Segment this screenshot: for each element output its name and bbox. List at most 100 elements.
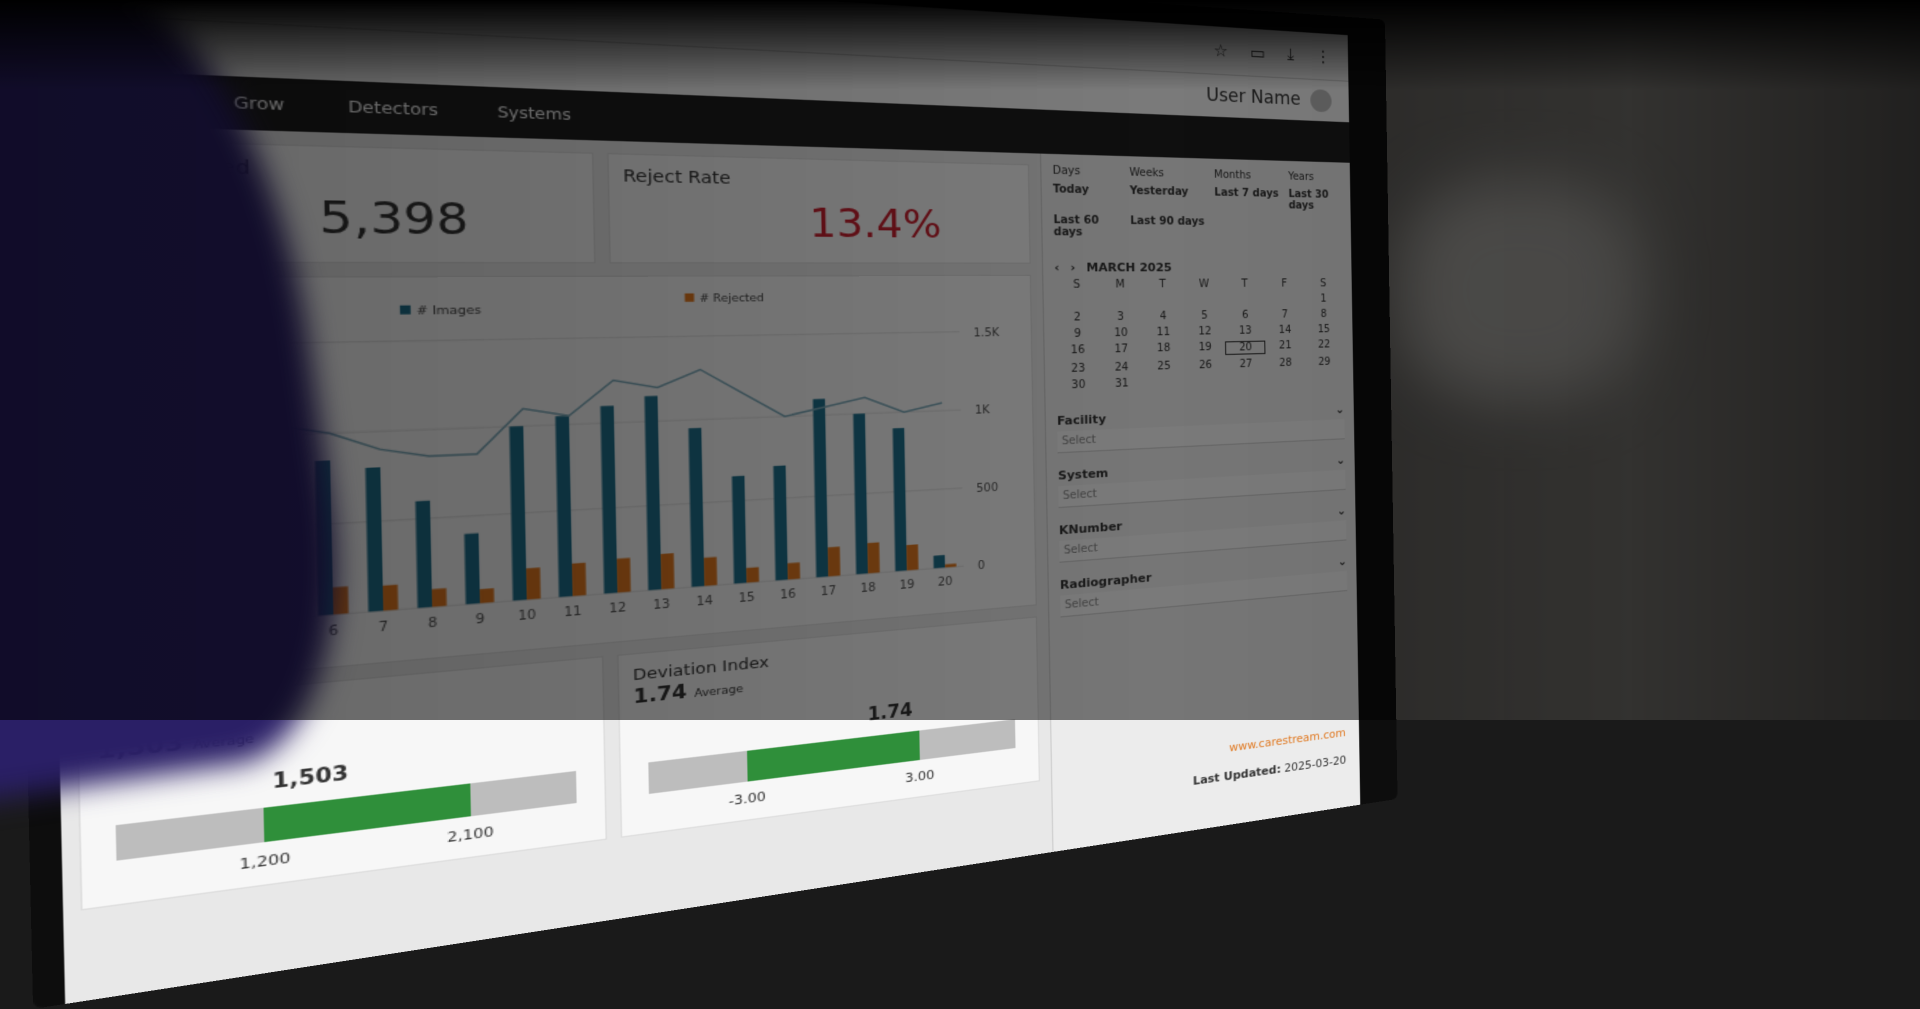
- more-vert-icon[interactable]: ⋮: [1315, 46, 1332, 67]
- bar-rejected: [526, 567, 541, 600]
- gauge-bar: [648, 719, 1016, 794]
- star-icon[interactable]: ☆: [1213, 39, 1229, 61]
- legend-rejected: # Rejected: [699, 293, 764, 305]
- quick-range[interactable]: Today: [1052, 183, 1089, 197]
- gauge-max: 3.00: [904, 767, 935, 786]
- website-link[interactable]: www.carestream.com: [1228, 725, 1346, 755]
- range-tab[interactable]: Months: [1213, 169, 1252, 182]
- calendar-day: [1142, 295, 1184, 307]
- calendar-day: [1055, 295, 1099, 307]
- calendar-day[interactable]: 28: [1279, 357, 1292, 370]
- prev-month-icon[interactable]: ‹: [1054, 260, 1060, 275]
- calendar-day[interactable]: 13: [1238, 325, 1252, 337]
- filter-radiographer[interactable]: Radiographer ⌄ Select: [1060, 554, 1348, 618]
- quick-range[interactable]: Last 90 days: [1130, 215, 1205, 229]
- calendar-day[interactable]: 31: [1114, 377, 1129, 391]
- calendar-day[interactable]: 20: [1225, 340, 1266, 355]
- bar-rejected: [787, 562, 801, 580]
- calendar-day[interactable]: 7: [1281, 309, 1289, 321]
- bar-rejected: [332, 586, 349, 615]
- calendar-day[interactable]: 22: [1317, 339, 1331, 351]
- nav-item-grow[interactable]: Grow: [233, 93, 285, 115]
- bar-rejected: [703, 556, 718, 587]
- calendar-day[interactable]: 12: [1198, 325, 1212, 338]
- calendar-day[interactable]: 24: [1114, 361, 1129, 374]
- filter-facility[interactable]: Facility ⌄ Select: [1057, 403, 1345, 454]
- calendar-day[interactable]: 4: [1159, 310, 1167, 323]
- bar-images: [812, 398, 829, 578]
- bar-images: [464, 533, 481, 605]
- nav-item-detectors[interactable]: Detectors: [347, 97, 439, 120]
- y-tick-label: 1.5K: [973, 326, 1000, 339]
- calendar-day[interactable]: 3: [1117, 311, 1125, 324]
- chevron-down-icon[interactable]: ⌄: [1337, 554, 1347, 569]
- quick-range[interactable]: Last 30 days: [1288, 188, 1329, 212]
- bar-images: [509, 426, 527, 601]
- calendar-day: [1265, 294, 1304, 306]
- quick-range[interactable]: Last 60 days: [1053, 214, 1100, 239]
- chevron-down-icon[interactable]: ⌄: [1336, 453, 1346, 468]
- gauge-min: -3.00: [728, 788, 766, 809]
- x-tick-label: 12: [609, 600, 627, 616]
- calendar-day[interactable]: 15: [1317, 323, 1331, 336]
- calendar-day[interactable]: 17: [1114, 343, 1129, 356]
- range-tab[interactable]: Weeks: [1129, 166, 1165, 180]
- card-title: Reject Rate: [622, 166, 731, 189]
- x-tick-label: 8: [428, 615, 438, 631]
- bar-rejected: [867, 542, 880, 574]
- weekday-label: S: [1319, 278, 1327, 290]
- x-tick-label: 19: [899, 578, 914, 593]
- card-value: 13.4%: [808, 200, 942, 248]
- next-month-icon[interactable]: ›: [1070, 260, 1076, 275]
- calendar-day[interactable]: 14: [1278, 324, 1292, 337]
- bar-images: [853, 413, 868, 575]
- filter-knumber[interactable]: KNumber ⌄ Select: [1059, 504, 1347, 563]
- calendar-day[interactable]: 19: [1198, 341, 1212, 354]
- calendar-day[interactable]: 18: [1156, 342, 1171, 355]
- calendar-day[interactable]: 6: [1241, 309, 1249, 322]
- download-icon[interactable]: ⤓: [1286, 44, 1295, 65]
- filter-system[interactable]: System ⌄ Select: [1058, 453, 1346, 509]
- calendar-day[interactable]: 30: [1071, 379, 1086, 392]
- last-updated-label: Last Updated:: [1192, 762, 1282, 789]
- quick-range[interactable]: Last 7 days: [1214, 187, 1279, 200]
- calendar-day[interactable]: 25: [1157, 360, 1171, 373]
- bar-images: [933, 554, 946, 569]
- extension-icon[interactable]: ▭: [1250, 42, 1266, 63]
- gauge-value: 1,503: [272, 761, 349, 794]
- deviation-index-gauge: Deviation Index 1.74 Average 1.74 -3.00 …: [617, 616, 1040, 838]
- bar-rejected: [746, 567, 760, 583]
- bar-images: [731, 475, 747, 584]
- x-tick-label: 15: [738, 590, 755, 605]
- calendar-day[interactable]: 10: [1114, 327, 1128, 340]
- quick-range[interactable]: Yesterday: [1129, 185, 1189, 199]
- x-tick-label: 20: [938, 575, 953, 589]
- gauge-min: 1,200: [239, 849, 291, 874]
- nav-item-systems[interactable]: Systems: [497, 103, 572, 124]
- calendar-day[interactable]: 26: [1198, 359, 1213, 372]
- calendar-day[interactable]: 27: [1239, 358, 1253, 371]
- bar-rejected: [571, 562, 587, 597]
- range-tab[interactable]: Years: [1287, 171, 1314, 184]
- calendar-day[interactable]: 29: [1318, 356, 1331, 369]
- bar-images: [365, 467, 384, 612]
- bar-rejected: [616, 557, 631, 593]
- range-tab[interactable]: Days: [1052, 164, 1081, 178]
- chevron-down-icon[interactable]: ⌄: [1335, 402, 1345, 417]
- avatar[interactable]: [1310, 88, 1332, 113]
- calendar-day[interactable]: 9: [1073, 328, 1082, 341]
- calendar-day[interactable]: 11: [1156, 326, 1171, 339]
- calendar-day[interactable]: 2: [1073, 311, 1081, 324]
- chevron-down-icon[interactable]: ⌄: [1337, 504, 1347, 518]
- calendar-day[interactable]: 1: [1320, 293, 1327, 305]
- calendar-day[interactable]: 16: [1070, 344, 1085, 357]
- x-tick-label: 10: [518, 608, 537, 624]
- calendar-day[interactable]: 5: [1201, 310, 1208, 322]
- calendar-day[interactable]: 23: [1071, 362, 1086, 376]
- calendar-day: [1184, 294, 1225, 306]
- legend-swatch-images: [399, 305, 411, 315]
- bar-images: [415, 500, 433, 609]
- calendar-day[interactable]: 8: [1320, 308, 1327, 321]
- user-name[interactable]: User Name: [1206, 84, 1301, 111]
- calendar-day[interactable]: 21: [1278, 340, 1292, 352]
